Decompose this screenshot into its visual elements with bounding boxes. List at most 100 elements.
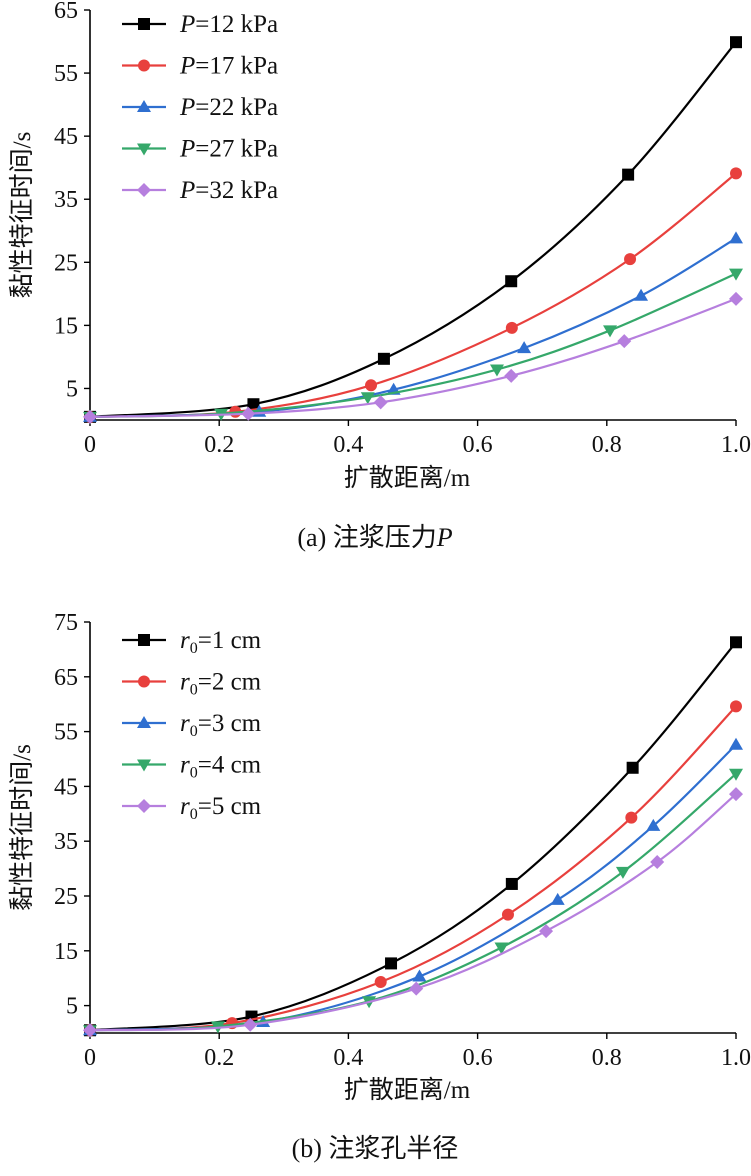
data-point: [517, 341, 532, 354]
y-axis-label: 黏性特征时间/s: [8, 744, 36, 911]
chart-panel-a: 5 15 25 35 45 55 65 0 0.2 0.4 0.6 0.8 1.0 扩散距离/m 黏性特征时…: [8, 0, 751, 552]
data-point: [365, 379, 378, 392]
legend-text: =27 kPa: [195, 136, 278, 163]
legend-text: =1 cm: [198, 627, 262, 654]
caption-variable: P: [436, 523, 453, 552]
legend-item: r0=4 cm: [122, 752, 262, 782]
data-point: [83, 409, 97, 424]
series-2: [84, 700, 742, 1037]
data-point: [730, 700, 742, 713]
data-point: [489, 364, 504, 377]
legend-marker: [138, 634, 150, 646]
legend-text: =2 cm: [198, 669, 262, 696]
data-point: [617, 334, 632, 349]
legend-item: r0=5 cm: [122, 793, 262, 823]
data-point: [539, 924, 554, 939]
data-point: [729, 231, 743, 244]
data-point: [615, 866, 630, 879]
legend-subscript: 0: [190, 723, 198, 740]
x-tick-label: 0.8: [592, 1045, 622, 1071]
data-point: [501, 908, 514, 921]
legend-item: P=32 kPa: [122, 177, 278, 204]
x-tick-label: 0: [84, 432, 96, 458]
data-point: [504, 368, 519, 383]
legend-marker: [138, 59, 150, 72]
legend-text: =3 cm: [198, 710, 262, 737]
data-point: [377, 352, 390, 365]
y-tick-label: 35: [54, 829, 78, 855]
series-5: [83, 787, 743, 1038]
legend-label: r0=1 cm: [180, 627, 262, 657]
legend-label: P=22 kPa: [179, 94, 278, 121]
y-tick-label: 55: [54, 61, 78, 87]
legend-item: P=22 kPa: [122, 94, 278, 121]
x-tick-label: 0.2: [204, 1045, 234, 1071]
legend-text: =22 kPa: [195, 94, 278, 121]
legend-text: =32 kPa: [195, 177, 278, 204]
x-axis-label: 扩散距离/m: [344, 464, 471, 492]
legend-marker: [137, 716, 151, 728]
y-tick-label: 55: [54, 720, 78, 746]
data-point: [505, 321, 518, 334]
y-tick-label: 25: [54, 884, 78, 910]
series-line: [89, 297, 737, 418]
series-1: [84, 636, 742, 1037]
data-point: [650, 855, 665, 870]
legend-text: =12 kPa: [195, 11, 278, 38]
data-point: [729, 268, 743, 281]
legend-text: =17 kPa: [195, 53, 278, 80]
data-point: [729, 737, 743, 750]
legend-variable: r: [180, 793, 190, 820]
legend-variable: r: [180, 752, 190, 779]
series-4: [83, 268, 743, 424]
x-tick-label: 0: [84, 1045, 96, 1071]
data-point: [730, 167, 742, 180]
caption-text: (b) 注浆孔半径: [292, 1134, 459, 1163]
legend-subscript: 0: [190, 682, 198, 699]
legend-label: r0=5 cm: [180, 793, 262, 823]
data-point: [625, 811, 638, 824]
legend-marker: [137, 143, 151, 156]
y-tick-label: 5: [66, 376, 78, 402]
data-point: [624, 253, 637, 266]
series-line: [89, 705, 737, 1032]
data-point: [550, 892, 565, 905]
x-tick-label: 0.4: [333, 432, 363, 458]
data-point: [241, 406, 256, 421]
legend-text: =4 cm: [198, 752, 262, 779]
data-point: [374, 976, 387, 989]
x-tick-label: 1.0: [721, 432, 751, 458]
x-tick-label: 0.8: [592, 432, 622, 458]
x-tick-label: 1.0: [721, 1045, 751, 1071]
y-axis-label: 黏性特征时间/s: [8, 132, 36, 299]
x-tick-label: 0.6: [463, 432, 493, 458]
legend-variable: P: [179, 94, 195, 121]
y-tick-label: 45: [54, 774, 78, 800]
series-3: [83, 231, 743, 422]
legend-label: r0=2 cm: [180, 669, 262, 699]
series-5: [83, 291, 743, 424]
data-point: [385, 957, 398, 970]
figure-caption: (b) 注浆孔半径: [292, 1134, 459, 1163]
legend-variable: P: [179, 11, 195, 38]
legend-variable: r: [180, 627, 190, 654]
legend-marker: [138, 675, 150, 688]
legend-item: r0=2 cm: [122, 669, 262, 699]
legend-label: P=12 kPa: [179, 11, 278, 38]
x-tick-label: 0.6: [463, 1045, 493, 1071]
data-point: [373, 395, 388, 410]
legend-marker: [137, 799, 151, 813]
legend-marker: [138, 18, 150, 30]
data-point: [412, 969, 427, 982]
legend-label: P=32 kPa: [179, 177, 278, 204]
series-line: [89, 793, 737, 1032]
data-point: [626, 761, 639, 774]
y-tick-label: 15: [54, 939, 78, 965]
data-point: [730, 636, 742, 649]
legend-label: r0=3 cm: [180, 710, 262, 740]
data-point: [409, 981, 424, 996]
data-point: [622, 168, 635, 181]
